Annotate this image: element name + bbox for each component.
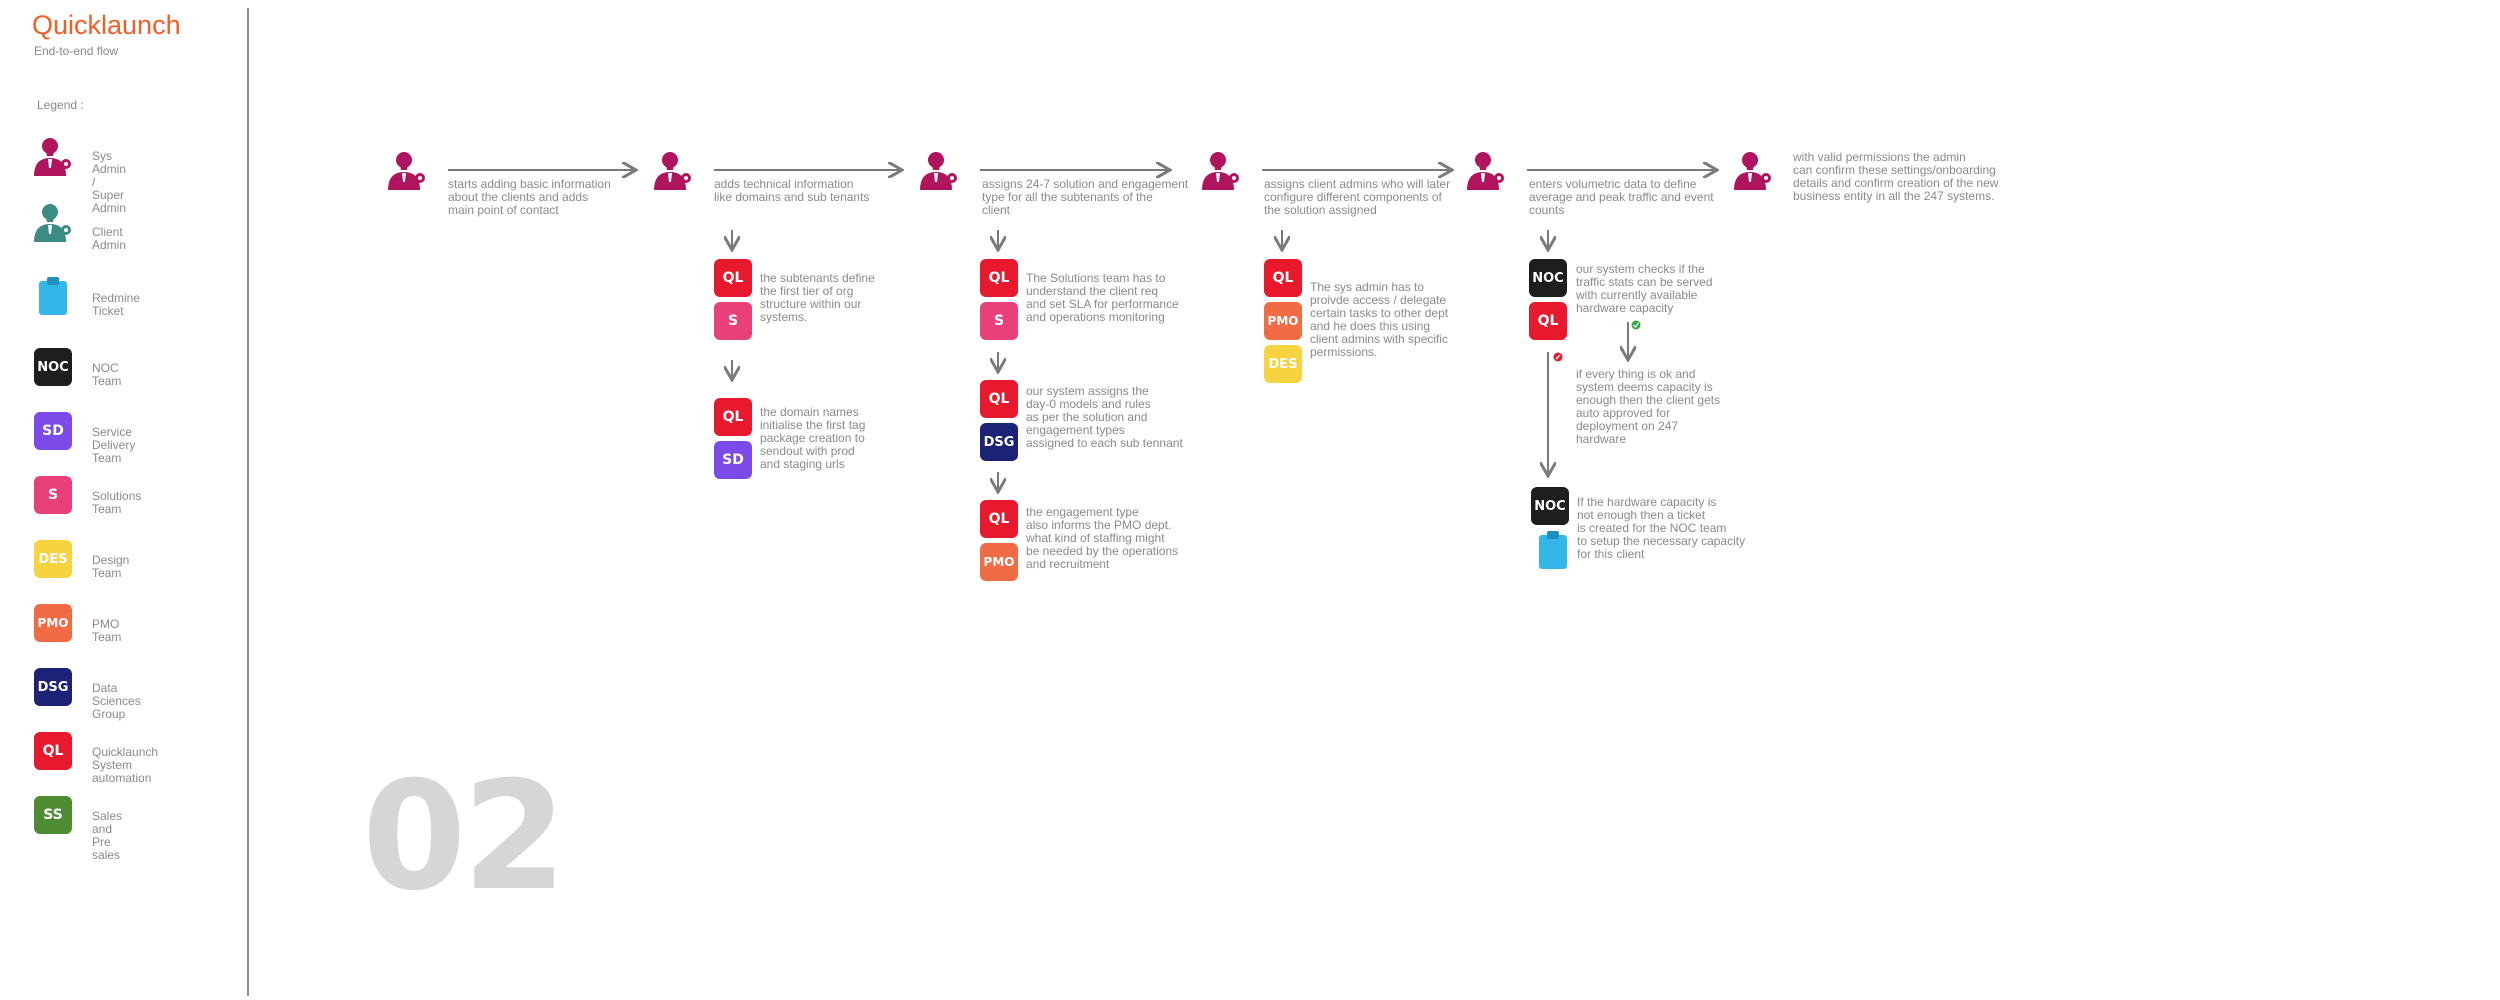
- ql-badge: QL: [1264, 259, 1302, 297]
- ql-badge: QL: [714, 398, 752, 436]
- substep-text: our system checks if the traffic stats c…: [1576, 262, 1713, 315]
- legend-label: Sales and Pre sales: [92, 809, 123, 862]
- s-badge: S: [34, 476, 72, 514]
- redmine-ticket-icon: [38, 276, 68, 316]
- s-badge: S: [714, 302, 752, 340]
- legend-label: Client Admin: [92, 225, 127, 252]
- legend-heading: Legend :: [37, 98, 84, 112]
- noc-badge: NOC: [1529, 259, 1567, 297]
- ql-badge: QL: [980, 259, 1018, 297]
- legend-label: Quicklaunch System automation: [92, 745, 159, 785]
- ql-badge: QL: [34, 732, 72, 770]
- pmo-badge: PMO: [980, 543, 1018, 581]
- step-5-text: enters volumetric data to define average…: [1529, 177, 1714, 217]
- capacity-ok-text: if every thing is ok and system deems ca…: [1576, 367, 1721, 446]
- ql-badge: QL: [980, 380, 1018, 418]
- sys-admin-icon: [918, 148, 960, 194]
- sys-admin-icon: [652, 148, 694, 194]
- dsg-badge: DSG: [980, 423, 1018, 461]
- step-1-text: starts adding basic information about th…: [448, 177, 611, 217]
- sys-admin-icon: [1732, 148, 1774, 194]
- sys-admin-icon: [1465, 148, 1507, 194]
- substep-text: the engagement type also informs the PMO…: [1026, 505, 1179, 571]
- ql-badge: QL: [980, 500, 1018, 538]
- des-badge: DES: [1264, 345, 1302, 383]
- s-badge: S: [980, 302, 1018, 340]
- legend-label: Design Team: [92, 553, 130, 580]
- sys-admin-icon: [1200, 148, 1242, 194]
- legend-label: Redmine Ticket: [92, 291, 141, 318]
- check-icon: [1631, 320, 1641, 330]
- sd-badge: SD: [34, 412, 72, 450]
- step-3-text: assigns 24-7 solution and engagement typ…: [982, 177, 1189, 217]
- ql-badge: QL: [1529, 302, 1567, 340]
- legend-label: NOC Team: [92, 361, 122, 388]
- pmo-badge: PMO: [34, 604, 72, 642]
- page-title: Quicklaunch: [32, 10, 181, 40]
- step-6-text: with valid permissions the admin can con…: [1793, 150, 1999, 203]
- legend-label: PMO Team: [92, 617, 122, 644]
- sd-badge: SD: [714, 441, 752, 479]
- dsg-badge: DSG: [34, 668, 72, 706]
- client-admin-icon: [32, 200, 74, 246]
- legend-label: Solutions Team: [92, 489, 142, 516]
- substep-text: The Solutions team has to understand the…: [1026, 271, 1179, 324]
- step-2-text: adds technical information like domains …: [714, 177, 870, 204]
- capacity-fail-text: If the hardware capacity is not enough t…: [1577, 495, 1746, 561]
- substep-text: our system assigns the day-0 models and …: [1026, 384, 1183, 450]
- sys-admin-icon: [386, 148, 428, 194]
- legend-label: Sys Admin / Super Admin: [92, 149, 127, 215]
- step-4-text: assigns client admins who will later con…: [1264, 177, 1451, 217]
- page-subtitle: End-to-end flow: [34, 44, 119, 58]
- noc-badge: NOC: [34, 348, 72, 386]
- sys-admin-icon: [32, 134, 74, 180]
- legend-label: Data Sciences Group: [92, 681, 141, 721]
- noc-badge: NOC: [1531, 487, 1569, 525]
- substep-text: the subtenants define the first tier of …: [760, 271, 875, 324]
- legend-label: Service Delivery Team: [92, 425, 136, 465]
- redmine-ticket-icon: [1538, 530, 1568, 570]
- sidebar-divider: [247, 8, 249, 996]
- des-badge: DES: [34, 540, 72, 578]
- ql-badge: QL: [714, 259, 752, 297]
- page-number: 02: [362, 750, 567, 924]
- pmo-badge: PMO: [1264, 302, 1302, 340]
- substep-text: The sys admin has to proivde access / de…: [1310, 280, 1449, 359]
- ss-badge: SS: [34, 796, 72, 834]
- substep-text: the domain names initialise the first ta…: [760, 405, 866, 471]
